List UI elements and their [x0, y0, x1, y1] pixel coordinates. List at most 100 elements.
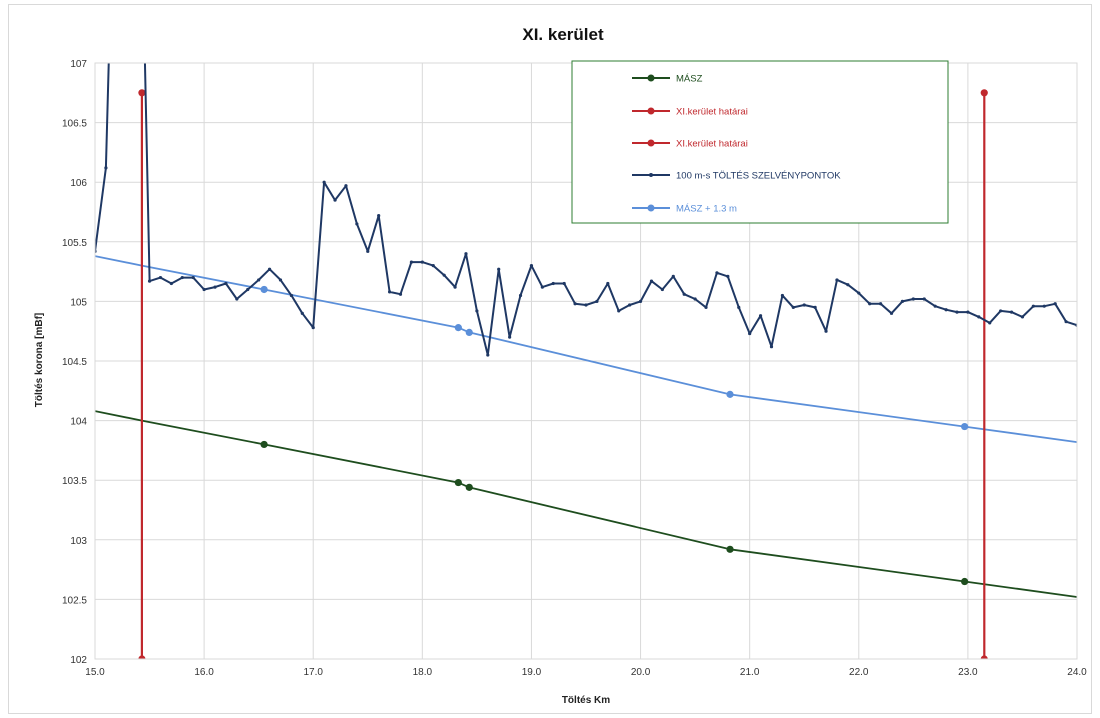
data-point	[158, 275, 163, 280]
series-line	[95, 410, 1077, 598]
x-tick-label: 19.0	[522, 667, 542, 678]
data-point	[726, 390, 734, 398]
y-tick-label: 104.5	[62, 357, 87, 368]
data-point	[540, 285, 544, 289]
data-point	[267, 267, 272, 271]
legend-label: MÁSZ	[676, 74, 703, 85]
y-tick-label: 103.5	[62, 476, 87, 487]
legend-item: XI.kerület határai	[632, 107, 748, 118]
data-point	[879, 302, 883, 306]
data-point	[693, 297, 697, 301]
legend-swatch-marker	[649, 173, 653, 177]
data-point	[147, 279, 152, 283]
data-point	[758, 314, 763, 318]
x-tick-label: 17.0	[303, 667, 323, 678]
data-point	[235, 297, 239, 301]
x-tick-label: 22.0	[849, 667, 869, 678]
data-point	[138, 655, 146, 659]
data-point	[922, 297, 926, 301]
data-point	[260, 440, 268, 449]
y-tick-label: 107	[70, 59, 87, 70]
x-tick-label: 15.0	[85, 667, 105, 678]
data-point	[824, 329, 828, 333]
data-point	[180, 275, 184, 280]
data-point	[606, 281, 610, 286]
data-point	[955, 310, 959, 314]
data-point	[366, 249, 370, 253]
data-point	[420, 260, 424, 264]
data-point	[551, 281, 555, 286]
data-point	[780, 293, 785, 298]
legend-swatch-marker	[647, 204, 655, 212]
ticks-layer: 15.0 16.0 17.0 18.0 19.0 20.0 21.0 22.0 23.0 24.0…	[62, 59, 1087, 678]
data-point	[497, 267, 501, 271]
data-point	[224, 281, 228, 286]
data-point	[344, 184, 348, 188]
data-point	[1042, 304, 1046, 308]
data-point	[868, 302, 872, 306]
data-point	[1064, 320, 1068, 324]
legend-label: XI.kerület határai	[676, 139, 748, 150]
data-point	[388, 290, 392, 294]
data-point	[465, 483, 473, 491]
data-point	[202, 287, 206, 292]
data-point	[671, 274, 675, 278]
data-point	[846, 283, 850, 287]
data-point	[300, 311, 304, 315]
data-point	[508, 335, 512, 339]
data-point	[911, 297, 915, 301]
y-tick-label: 103	[70, 536, 87, 547]
legend-label: XI.kerület határai	[676, 107, 748, 118]
chart-frame: XI. kerület 15.0 16.0 17.0 18.0 19.0 20.0 21.0…	[8, 4, 1092, 714]
y-tick-label: 106.5	[62, 119, 87, 130]
data-point	[289, 293, 293, 298]
data-point	[442, 273, 446, 277]
series-line	[95, 255, 1077, 443]
x-axis-title: Töltés Km	[562, 695, 610, 706]
data-point	[584, 303, 588, 307]
data-point	[213, 285, 217, 289]
x-tick-label: 21.0	[740, 667, 760, 678]
data-point	[737, 305, 741, 309]
legend-item: MÁSZ	[632, 74, 703, 85]
x-tick-label: 16.0	[194, 667, 214, 678]
y-tick-label: 105	[70, 297, 87, 308]
x-tick-label: 20.0	[631, 667, 651, 678]
data-point	[791, 305, 795, 309]
data-point	[529, 264, 534, 268]
y-tick-label: 105.5	[62, 238, 87, 249]
data-point	[835, 278, 839, 282]
data-point	[486, 353, 490, 357]
data-point	[966, 310, 970, 314]
data-point	[933, 304, 937, 308]
data-point	[980, 89, 988, 97]
data-point	[1009, 310, 1014, 314]
data-point	[726, 545, 734, 553]
legend-item: MÁSZ + 1.3 m	[632, 204, 737, 215]
data-point	[464, 252, 468, 256]
data-point	[431, 264, 435, 268]
data-point	[595, 299, 599, 303]
data-point	[138, 89, 146, 97]
data-point	[246, 287, 250, 292]
chart-title: XI. kerület	[522, 25, 604, 44]
data-point	[857, 291, 861, 295]
data-point	[454, 324, 462, 332]
legend-swatch-marker	[647, 74, 655, 82]
data-point	[802, 303, 806, 307]
data-point	[889, 311, 894, 315]
legend-swatch-marker	[647, 139, 655, 147]
legend-box	[571, 60, 949, 224]
data-point	[704, 305, 708, 309]
legend: MÁSZ XI.kerület határai XI.kerület határai…	[571, 60, 949, 224]
data-point	[257, 278, 261, 282]
data-point	[999, 309, 1003, 313]
x-tick-label: 24.0	[1067, 667, 1087, 678]
data-point	[278, 278, 283, 282]
data-point	[454, 478, 462, 487]
data-point	[377, 213, 381, 218]
data-point	[748, 331, 752, 336]
data-point	[465, 328, 473, 336]
data-point	[628, 303, 632, 307]
legend-label: MÁSZ + 1.3 m	[676, 204, 737, 215]
